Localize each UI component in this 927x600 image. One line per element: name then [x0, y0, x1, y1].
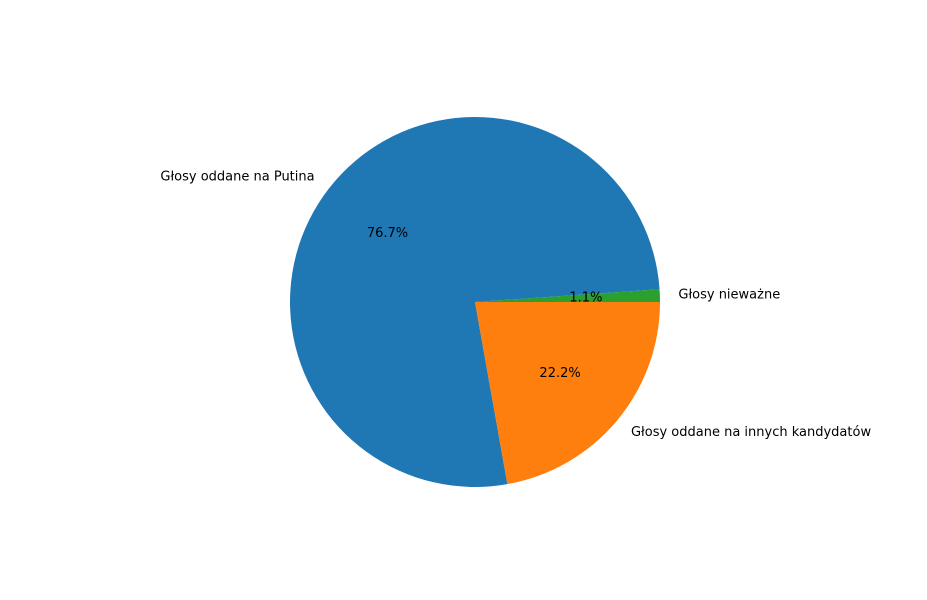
slice-category-label: Głosy nieważne [678, 287, 780, 302]
slice-percent-label: 1.1% [569, 291, 602, 306]
pie-slice [289, 117, 660, 488]
pie-slices [289, 117, 660, 488]
slice-percent-label: 22.2% [539, 366, 580, 381]
slice-percent-label: 76.7% [367, 226, 408, 241]
pie-slice [475, 302, 660, 485]
slice-category-label: Głosy oddane na Putina [160, 169, 314, 184]
pie-labels: Głosy nieważne 1.1% Głosy oddane na Putina… [160, 169, 871, 440]
pie-slice [475, 289, 660, 302]
slice-category-label: Głosy oddane na innych kandydatów [631, 425, 871, 440]
